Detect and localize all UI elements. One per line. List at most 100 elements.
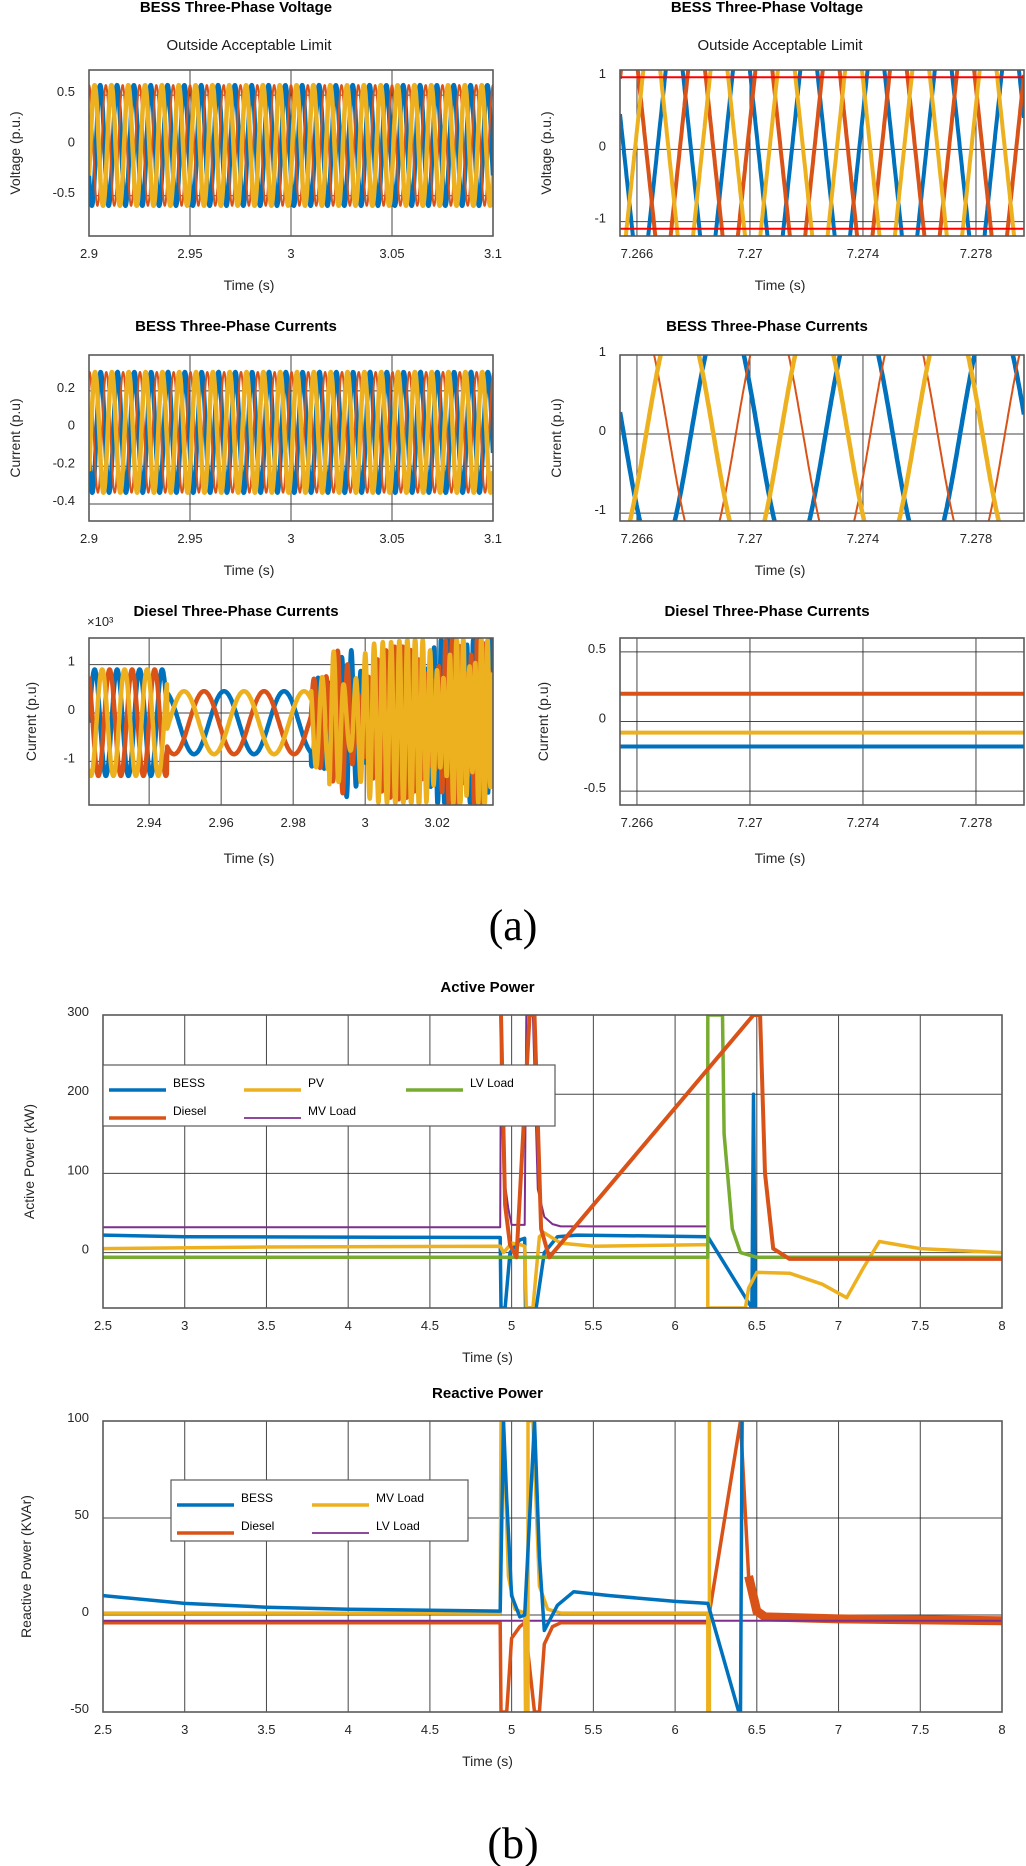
plot-area: [620, 355, 1024, 521]
y-axis-label: Current (p.u): [23, 682, 39, 761]
legend-item: Diesel: [109, 1104, 206, 1120]
legend-label: PV: [308, 1076, 324, 1090]
series-lv-load: [103, 1015, 1002, 1260]
x-tick-label: 2.9: [80, 531, 98, 546]
legend-item: MV Load: [244, 1104, 356, 1119]
chart-subtitle: Outside Acceptable Limit: [697, 37, 863, 54]
plot-area: [620, 70, 1024, 236]
chart-i-right: 7.266 7.27 7.274 7.278 -1 0 1 BESS Three-Phase …: [548, 318, 1025, 578]
legend: BESS PV LV Load Diesel MV Load: [102, 1064, 556, 1127]
y-tick-label: -1: [594, 502, 606, 517]
y-tick-label: 0: [68, 702, 75, 717]
plot-area: [89, 369, 493, 495]
plot-area: [89, 638, 493, 805]
y-tick-label: 0: [599, 138, 606, 153]
y-tick-label: 200: [67, 1083, 89, 1098]
chart-v-right: 7.266 7.27 7.274 7.278 -1 0 1 BESS Three-Phase …: [538, 0, 1025, 293]
chart-reactive: 2.5 3 3.5 4 4.5 5 5.5 6 6.5 7 7.5 8 -50 0 50 100 Reactiv…: [18, 1385, 1006, 1769]
x-tick-label: 3: [287, 246, 294, 261]
series-mv-load: [103, 1421, 712, 1712]
x-tick-label: 2.94: [136, 815, 161, 830]
y-tick-label: 0: [68, 134, 75, 149]
chart-v-left: 2.9 2.95 3 3.05 3.1 -0.5 0 0.5 BESS Three-Phase …: [7, 0, 502, 293]
y-tick-label: 1: [68, 654, 75, 669]
series-phase-b: [89, 84, 493, 207]
x-tick-label: 4.5: [421, 1722, 439, 1737]
y-tick-label: 0: [68, 418, 75, 433]
y-axis-label: Active Power (kW): [21, 1104, 37, 1219]
x-tick-label: 8: [998, 1722, 1005, 1737]
plot-area: [103, 1015, 1002, 1308]
legend-label: BESS: [241, 1491, 273, 1505]
x-tick-label: 7.27: [737, 815, 762, 830]
x-tick-label: 4: [345, 1318, 352, 1333]
y-tick-label: -1: [594, 211, 606, 226]
y-axis-label: Current (p.u): [7, 398, 23, 477]
y-axis-label: Current (p.u): [535, 682, 551, 761]
series-bess: [103, 1421, 744, 1712]
chart-active: 2.5 3 3.5 4 4.5 5 5.5 6 6.5 7 7.5 8 0 100 200 300 Active…: [21, 979, 1006, 1365]
y-tick-label: -1: [63, 750, 75, 765]
axes-frame: [619, 354, 1025, 522]
chart-title: Reactive Power: [432, 1385, 543, 1402]
x-tick-label: 6.5: [748, 1318, 766, 1333]
axes-frame: [88, 354, 494, 522]
y-axis-label: Reactive Power (KVAr): [18, 1495, 34, 1638]
chart-d-left: 2.94 2.96 2.98 3 3.02 -1 0 1 ×10³ Diesel Three-Ph…: [23, 603, 494, 866]
chart-d-right: 7.266 7.27 7.274 7.278 -0.5 0 0.5 Diesel Three-…: [535, 603, 1025, 866]
x-tick-label: 5.5: [584, 1722, 602, 1737]
x-tick-label: 7: [835, 1722, 842, 1737]
series-phase-c: [89, 638, 493, 805]
x-tick-label: 6.5: [748, 1722, 766, 1737]
x-tick-label: 4.5: [421, 1318, 439, 1333]
exponent-label: ×10³: [87, 614, 114, 629]
chart-i-left: 2.9 2.95 3 3.05 3.1 -0.4 -0.2 0 0.2 BESS Three-Ph…: [7, 318, 502, 578]
legend-item: Diesel: [177, 1519, 274, 1535]
x-tick-label: 3: [362, 815, 369, 830]
legend-label: Diesel: [241, 1519, 274, 1533]
x-tick-label: 2.5: [94, 1318, 112, 1333]
legend-item: MV Load: [312, 1491, 424, 1507]
legend-box: [102, 1064, 556, 1127]
x-tick-label: 4: [345, 1722, 352, 1737]
x-tick-label: 7.278: [960, 531, 993, 546]
plot-area: [89, 82, 493, 209]
y-axis-label: Voltage (p.u.): [538, 111, 554, 194]
y-tick-label: -50: [70, 1701, 89, 1716]
panel-label-b: (b): [487, 1819, 538, 1866]
y-tick-label: 50: [75, 1507, 89, 1522]
x-tick-label: 7.278: [960, 815, 993, 830]
x-axis-label: Time (s): [755, 562, 806, 578]
legend-item: BESS: [177, 1491, 273, 1507]
x-tick-label: 7.266: [621, 246, 654, 261]
x-tick-label: 7.5: [911, 1318, 929, 1333]
legend-item: PV: [244, 1076, 324, 1092]
legend-item: LV Load: [312, 1519, 420, 1534]
series-phase-a: [620, 355, 1024, 521]
series-diesel: [499, 1015, 1002, 1261]
plot-area: [620, 691, 1024, 749]
x-tick-label: 2.9: [80, 246, 98, 261]
chart-title: Diesel Three-Phase Currents: [664, 603, 869, 620]
y-tick-label: 0: [599, 423, 606, 438]
legend-label: LV Load: [376, 1519, 420, 1533]
y-tick-label: 1: [599, 66, 606, 81]
series-phase-b: [89, 371, 493, 494]
legend-box: [170, 1479, 469, 1542]
chart-title: BESS Three-Phase Currents: [666, 318, 868, 335]
chart-title: BESS Three-Phase Currents: [135, 318, 337, 335]
x-tick-label: 7.27: [737, 531, 762, 546]
x-tick-label: 2.98: [281, 815, 306, 830]
x-axis-label: Time (s): [755, 850, 806, 866]
y-tick-label: 100: [67, 1162, 89, 1177]
x-tick-label: 7.266: [621, 815, 654, 830]
y-tick-label: 0: [82, 1242, 89, 1257]
axes-frame: [102, 1014, 1003, 1309]
x-tick-label: 2.95: [177, 531, 202, 546]
y-tick-label: -0.2: [53, 455, 75, 470]
chart-title: BESS Three-Phase Voltage: [671, 0, 863, 16]
legend: BESS MV Load Diesel LV Load: [170, 1479, 469, 1542]
series-diesel-band: [744, 1575, 1002, 1626]
y-tick-label: 0.5: [588, 641, 606, 656]
